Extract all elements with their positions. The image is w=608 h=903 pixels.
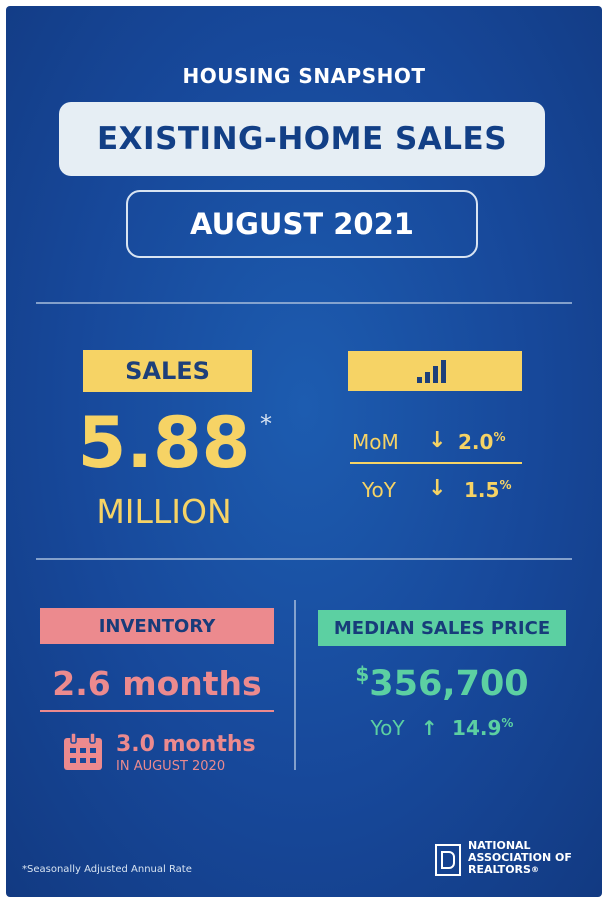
median-price-value: 356,700 bbox=[369, 664, 529, 704]
divider-middle bbox=[36, 558, 572, 560]
vertical-divider bbox=[294, 600, 296, 770]
inventory-rule bbox=[40, 710, 274, 712]
median-price-yoy: YoY ↑ 14.9% bbox=[318, 716, 566, 740]
currency-symbol: $ bbox=[355, 662, 370, 686]
mom-percent: % bbox=[493, 430, 506, 444]
inventory-label: INVENTORY bbox=[98, 615, 216, 637]
inventory-prior-value: 3.0 months bbox=[116, 732, 256, 757]
period-label: AUGUST 2021 bbox=[190, 207, 414, 241]
sales-tag: SALES bbox=[83, 350, 252, 392]
mom-yoy-divider bbox=[350, 462, 522, 464]
sales-label: SALES bbox=[125, 357, 210, 385]
median-price: $356,700 bbox=[318, 662, 566, 704]
housing-snapshot-poster: HOUSING SNAPSHOT EXISTING-HOME SALES AUG… bbox=[6, 6, 602, 897]
arrow-down-icon: ↓ bbox=[428, 476, 447, 501]
bars-tag bbox=[348, 351, 522, 391]
sales-unit: MILLION bbox=[96, 492, 232, 531]
page-title: EXISTING-HOME SALES bbox=[96, 121, 508, 157]
yoy-label: YoY bbox=[362, 478, 397, 502]
period-pill: AUGUST 2021 bbox=[126, 190, 478, 258]
mom-label: MoM bbox=[352, 430, 399, 454]
sales-value: 5.88 bbox=[77, 402, 251, 484]
price-yoy-value: 14.9 bbox=[452, 716, 502, 740]
inventory-prior-period: IN AUGUST 2020 bbox=[116, 759, 226, 774]
sales-asterisk: * bbox=[260, 410, 272, 438]
mom-row: MoM ↓ 2.0% bbox=[350, 428, 522, 456]
yoy-percent: % bbox=[499, 478, 512, 492]
inventory-value: 2.6 months bbox=[52, 664, 262, 703]
yoy-value: 1.5 bbox=[464, 478, 500, 502]
title-pill: EXISTING-HOME SALES bbox=[59, 102, 545, 176]
arrow-up-icon: ↑ bbox=[420, 716, 438, 740]
bar-chart-icon bbox=[417, 360, 446, 383]
mom-value: 2.0 bbox=[458, 430, 494, 454]
yoy-row: YoY ↓ 1.5% bbox=[350, 476, 522, 504]
price-yoy-percent: % bbox=[501, 716, 514, 730]
median-price-tag: MEDIAN SALES PRICE bbox=[318, 610, 566, 646]
divider-top bbox=[36, 302, 572, 304]
org-line-3: REALTORS bbox=[468, 863, 531, 876]
inventory-tag: INVENTORY bbox=[40, 608, 274, 644]
org-line-2: ASSOCIATION OF bbox=[468, 851, 572, 864]
footnote: *Seasonally Adjusted Annual Rate bbox=[22, 864, 192, 875]
arrow-down-icon: ↓ bbox=[428, 428, 447, 453]
price-yoy-label: YoY bbox=[370, 716, 405, 740]
poster-kicker: HOUSING SNAPSHOT bbox=[182, 64, 426, 88]
org-line-1: NATIONAL bbox=[468, 839, 531, 852]
calendar-icon bbox=[64, 732, 102, 770]
median-price-label: MEDIAN SALES PRICE bbox=[333, 617, 551, 639]
org-reg: ® bbox=[530, 865, 539, 874]
org-name: NATIONAL ASSOCIATION OF REALTORS® bbox=[468, 840, 572, 876]
nar-logo-icon bbox=[435, 844, 461, 876]
